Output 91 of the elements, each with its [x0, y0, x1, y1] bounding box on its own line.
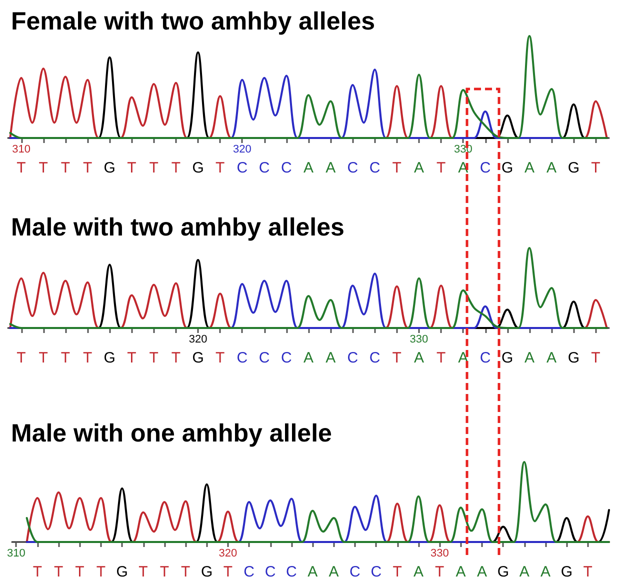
text: T	[392, 160, 402, 176]
text: A	[476, 564, 487, 580]
text: A	[303, 160, 314, 176]
text: T	[436, 160, 446, 176]
text: G	[192, 350, 204, 366]
text: T	[16, 350, 26, 366]
text: G	[568, 160, 580, 176]
text: A	[546, 350, 557, 366]
text: C	[369, 160, 380, 176]
text: C	[244, 564, 255, 580]
text: T	[392, 564, 402, 580]
text: G	[502, 160, 514, 176]
text: A	[524, 160, 534, 176]
text: A	[540, 564, 550, 580]
text: T	[96, 564, 106, 580]
text: T	[171, 160, 181, 176]
text: T	[38, 350, 48, 366]
text: G	[104, 160, 116, 176]
chart-title: Male with one amhby allele	[11, 420, 332, 448]
text: G	[568, 350, 580, 366]
text: C	[350, 564, 361, 580]
text: C	[258, 160, 270, 176]
text: T	[171, 350, 181, 366]
text: T	[32, 564, 42, 580]
text: T	[60, 160, 70, 176]
text: T	[160, 564, 170, 580]
x-tick-label: 320	[218, 548, 238, 560]
text: T	[60, 350, 70, 366]
text: T	[583, 564, 592, 580]
text: C	[280, 160, 292, 176]
x-tick-label: 320	[233, 144, 252, 156]
text: T	[149, 160, 158, 176]
text: C	[370, 564, 382, 580]
text: T	[75, 564, 84, 580]
text: C	[369, 350, 380, 366]
text: T	[82, 160, 92, 176]
text: C	[480, 350, 491, 366]
chart-title: Male with two amhby alleles	[11, 214, 344, 242]
text: A	[519, 564, 530, 580]
text: C	[236, 350, 248, 366]
text: C	[258, 350, 270, 366]
text: T	[436, 350, 446, 366]
text: C	[347, 350, 358, 366]
text: T	[591, 350, 600, 366]
text: A	[328, 564, 339, 580]
text: T	[54, 564, 64, 580]
text: G	[497, 564, 509, 580]
text: A	[414, 160, 424, 176]
text: A	[308, 564, 318, 580]
text: A	[414, 350, 424, 366]
x-tick-label: 330	[454, 144, 472, 156]
text: T	[181, 564, 190, 580]
text: T	[127, 350, 136, 366]
x-tick-label: 320	[188, 334, 208, 346]
text: A	[524, 350, 534, 366]
text: G	[502, 350, 514, 366]
text: C	[236, 160, 248, 176]
text: C	[347, 160, 358, 176]
text: T	[216, 350, 225, 366]
text: T	[82, 350, 92, 366]
text: T	[138, 564, 148, 580]
text: A	[303, 350, 314, 366]
chart-title: Female with two amhby alleles	[11, 8, 376, 36]
x-tick-label: 310	[7, 548, 26, 560]
text: A	[456, 564, 466, 580]
text: G	[192, 160, 204, 176]
x-tick-label: 310	[12, 144, 30, 156]
text: A	[546, 160, 557, 176]
text: T	[149, 350, 158, 366]
text: A	[413, 564, 424, 580]
text: C	[280, 350, 292, 366]
text: T	[591, 160, 600, 176]
text: C	[264, 564, 276, 580]
x-tick-label: 330	[410, 334, 428, 346]
text: C	[480, 160, 491, 176]
text: G	[560, 564, 572, 580]
text: T	[216, 160, 225, 176]
text: T	[127, 160, 136, 176]
text: C	[286, 564, 298, 580]
text: T	[38, 160, 48, 176]
text: A	[326, 350, 336, 366]
text: A	[326, 160, 336, 176]
text: G	[104, 350, 116, 366]
text: A	[458, 160, 468, 176]
text: G	[200, 564, 213, 580]
text: T	[392, 350, 402, 366]
text: T	[16, 160, 26, 176]
text: T	[435, 564, 444, 580]
x-tick-label: 330	[430, 548, 449, 560]
text: T	[223, 564, 233, 580]
text: G	[116, 564, 128, 580]
